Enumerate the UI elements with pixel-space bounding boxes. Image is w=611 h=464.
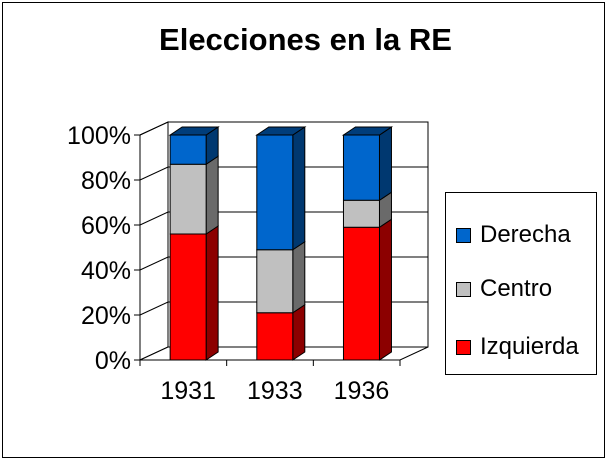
x-tick-label: 1933 xyxy=(247,377,303,405)
x-tick-label: 1936 xyxy=(334,377,390,405)
bar-side xyxy=(205,225,219,361)
bar-side xyxy=(292,303,306,361)
bar-side xyxy=(378,126,392,202)
bar-segment xyxy=(256,312,294,361)
bar-segment xyxy=(342,226,380,361)
bar-segment xyxy=(256,249,294,314)
bar-side xyxy=(292,126,306,251)
y-tick-label: 40% xyxy=(81,257,131,285)
legend-swatch-izquierda xyxy=(456,339,471,355)
bar-top xyxy=(341,126,394,136)
legend-label-centro: Centro xyxy=(480,275,553,302)
gridline xyxy=(139,166,428,181)
legend-label-derecha: Derecha xyxy=(480,221,571,248)
legend-item-izquierda: Izquierda xyxy=(456,333,579,361)
y-tick-label: 60% xyxy=(81,212,131,240)
bar-segment xyxy=(342,134,380,201)
side-wall xyxy=(139,121,169,361)
gridline xyxy=(139,211,428,226)
y-tick-label: 80% xyxy=(81,167,131,195)
gridline xyxy=(139,301,428,316)
chart-legend: Derecha Centro Izquierda xyxy=(445,192,597,375)
bar-segment xyxy=(169,233,207,361)
chart-title: Elecciones en la RE xyxy=(159,22,452,57)
bar-side xyxy=(205,155,219,235)
gridline xyxy=(139,121,428,136)
bar-top xyxy=(168,126,220,136)
legend-swatch-centro xyxy=(456,281,471,297)
y-tick-label: 0% xyxy=(95,347,131,375)
legend-item-derecha: Derecha xyxy=(456,221,571,249)
bar-segment xyxy=(256,134,294,251)
bar-segment xyxy=(169,134,207,165)
bar-segment xyxy=(342,199,380,228)
bar-segment xyxy=(169,163,207,235)
gridline xyxy=(139,256,428,271)
bar-side xyxy=(292,240,306,314)
y-tick-label: 20% xyxy=(81,302,131,330)
y-tick-label: 100% xyxy=(67,122,131,150)
legend-label-izquierda: Izquierda xyxy=(480,333,579,360)
legend-swatch-derecha xyxy=(456,227,471,243)
bar-top xyxy=(255,126,307,136)
legend-item-centro: Centro xyxy=(456,275,552,303)
bar-side xyxy=(378,218,392,361)
x-tick-label: 1931 xyxy=(160,377,216,405)
